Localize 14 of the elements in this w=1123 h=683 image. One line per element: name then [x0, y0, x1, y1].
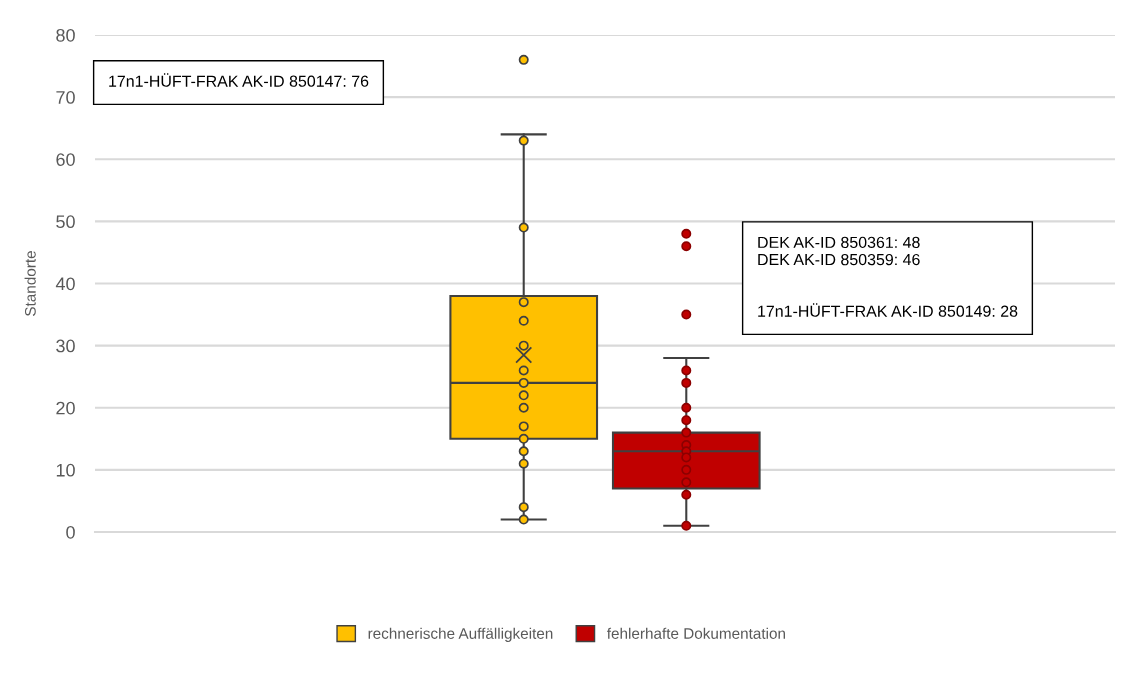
legend-label: fehlerhafte Dokumentation	[606, 627, 785, 639]
y-tick-label: 0	[66, 525, 75, 539]
y-tick-label: 60	[56, 153, 75, 166]
annotation: 17n1-HÜFT-FRAK AK-ID 850147: 76	[109, 73, 369, 87]
legend-label: rechnerische Auffälligkeiten	[368, 627, 553, 642]
y-tick-label: 20	[56, 401, 75, 415]
y-tick-label: 30	[56, 339, 75, 353]
y-tick-label: 50	[56, 215, 75, 229]
y-tick-label: 40	[55, 277, 75, 291]
y-axis-title: Standorte	[24, 251, 36, 316]
y-tick-label: 10	[56, 463, 75, 477]
y-tick-label: 80	[56, 28, 75, 42]
y-tick-label: 70	[56, 91, 75, 104]
text: DEK AK-ID 850361: 48 DEK AK-ID 850359: 46 17n1-HÜFT-FRAK AK-ID 850149: 28	[758, 236, 1018, 317]
